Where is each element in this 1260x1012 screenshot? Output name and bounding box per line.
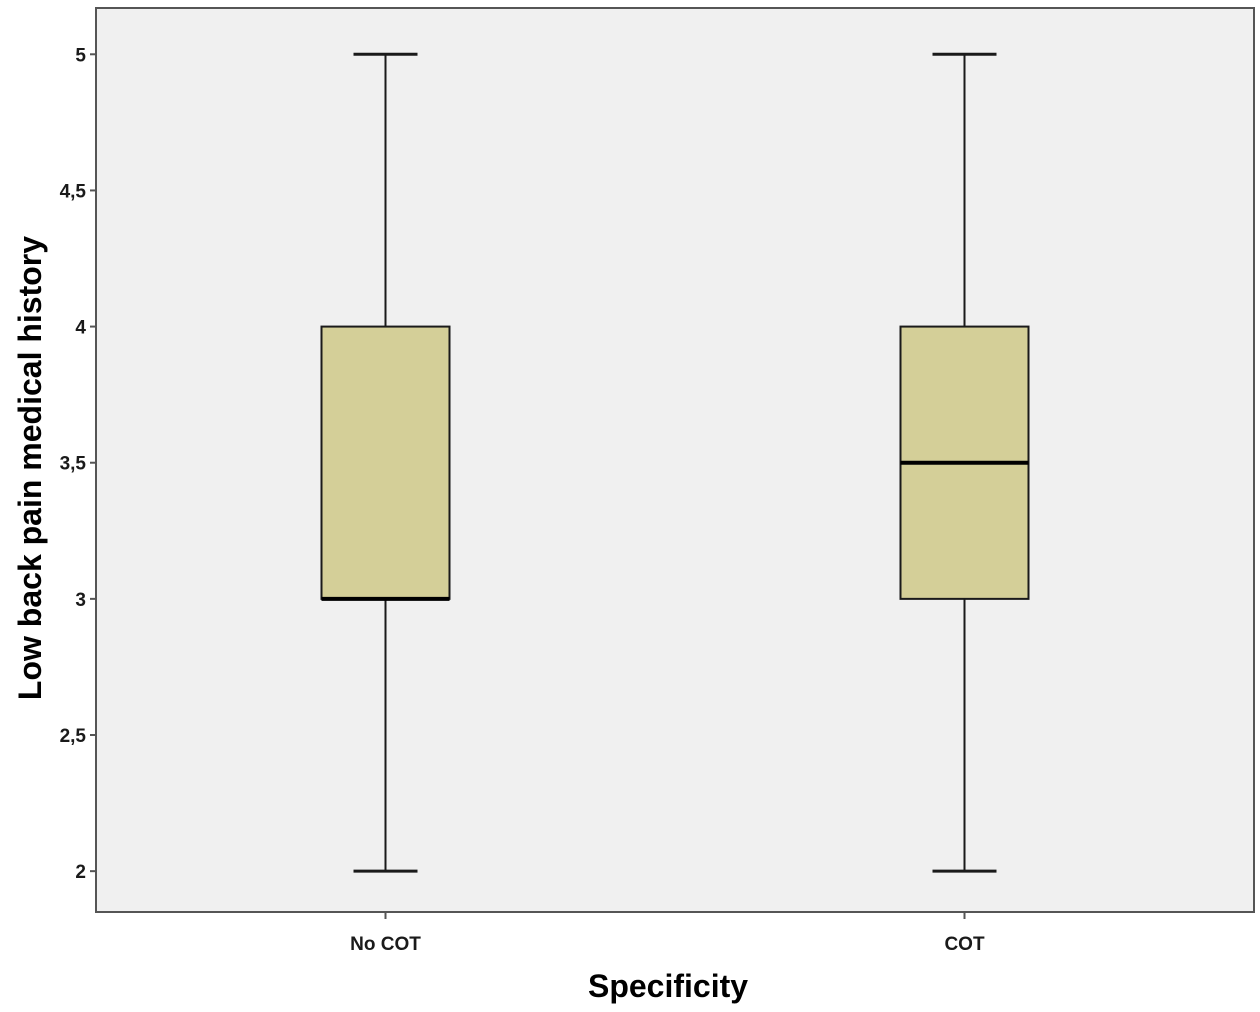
y-tick-label: 2: [75, 862, 86, 883]
plot-area: [95, 7, 1255, 913]
y-tick-label: 4: [75, 318, 86, 339]
y-tick-label: 3: [75, 590, 86, 611]
y-tick-label: 3,5: [60, 454, 87, 475]
y-tick-label: 5: [75, 45, 86, 66]
x-axis: No COT COT: [350, 912, 985, 955]
x-tick-label: COT: [944, 934, 985, 955]
y-axis: 2 2,5 3 3,5 4 4,5 5: [60, 45, 96, 883]
box-2: [899, 52, 1030, 873]
x-tick-label: No COT: [350, 934, 421, 955]
y-axis-title: Low back pain medical history: [12, 236, 48, 700]
box-series: [320, 52, 1030, 873]
iqr-box: [320, 325, 451, 600]
y-tick-label: 2,5: [60, 726, 87, 747]
box-1: [320, 52, 451, 873]
y-tick-label: 4,5: [60, 181, 87, 202]
x-axis-title: Specificity: [588, 968, 748, 1004]
